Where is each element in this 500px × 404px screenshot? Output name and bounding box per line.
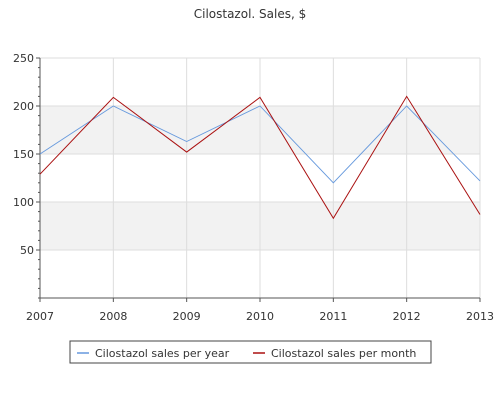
- x-axis: 2007 2008 2009 2010 2011 2012 2013: [26, 297, 494, 323]
- y-tick-label: 50: [20, 244, 34, 257]
- x-tick-label: 2009: [173, 310, 201, 323]
- x-tick-label: 2008: [99, 310, 127, 323]
- x-tick-label: 2012: [393, 310, 421, 323]
- gridlines: [39, 57, 481, 298]
- y-axis: 50 100 150 200 250: [13, 52, 41, 299]
- y-tick-label: 250: [13, 52, 34, 65]
- y-tick-label: 200: [13, 100, 34, 113]
- x-tick-label: 2011: [319, 310, 347, 323]
- series-layer: [39, 95, 481, 220]
- x-tick-label: 2013: [466, 310, 494, 323]
- legend-label-per-month: Cilostazol sales per month: [271, 347, 416, 360]
- legend-box: [69, 340, 432, 364]
- series-line-per-year: [39, 105, 481, 184]
- x-tick-label: 2010: [246, 310, 274, 323]
- legend-label-per-year: Cilostazol sales per year: [95, 347, 230, 360]
- x-tick-label: 2007: [26, 310, 54, 323]
- chart-title: Cilostazol. Sales, $: [194, 7, 307, 21]
- y-tick-label: 150: [13, 148, 34, 161]
- series-line-per-month: [39, 95, 481, 220]
- y-tick-label: 100: [13, 196, 34, 209]
- legend: Cilostazol sales per year Cilostazol sal…: [69, 340, 432, 364]
